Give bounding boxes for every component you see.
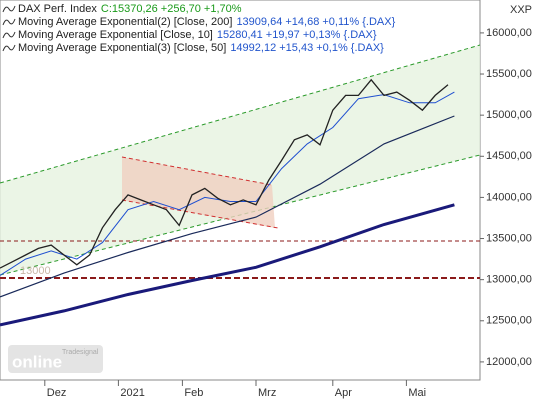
axis-unit: XXP [510,4,532,16]
legend-entry: Moving Average Exponential(3) [Close, 50… [18,42,384,54]
x-tick-label: Mai [408,387,426,399]
y-tick-label: 13000,00 [486,274,532,286]
watermark-brand: Tradesignal [62,349,99,356]
y-tick-label: 16000,00 [486,27,532,39]
trend-channel [0,45,480,275]
x-tick-label: 2021 [120,387,144,399]
series-line [0,203,455,327]
legend-icon [2,5,16,13]
x-tick-label: Apr [335,387,352,399]
triangle-upper [121,156,273,186]
series-line [0,115,455,298]
x-tick-label: Mrz [258,387,276,399]
triangle-area [122,157,275,228]
legend-stats: 14992,12 +15,43 +0,1% {.DAX} [230,42,384,54]
legend-entry: Moving Average Exponential [Close, 10] 15… [18,29,377,41]
legend-icon [2,44,16,52]
y-tick-label: 15000,00 [486,109,532,121]
legend-name: Moving Average Exponential(3) [Close, 50… [18,42,226,54]
legend-entry: Moving Average Exponential(2) [Close, 20… [18,16,396,28]
legend-stats: C:15370,26 +256,70 +1,70% [101,3,242,15]
legend-stats: 15280,41 +19,97 +0,13% {.DAX} [217,29,377,41]
y-tick-label: 12000,00 [486,356,532,368]
y-tick-label: 14500,00 [486,150,532,162]
series-line [0,78,449,269]
watermark-box [8,345,103,373]
watermark-name: online [12,352,62,371]
y-tick-label: 15500,00 [486,68,532,80]
legend-entry: DAX Perf. Index C:15370,26 +256,70 +1,70% [18,3,242,15]
legend-name: Moving Average Exponential [Close, 10] [18,29,213,41]
triangle-lower [121,199,279,229]
annotation: 13000 [20,265,51,277]
legend-name: DAX Perf. Index [18,3,97,15]
legend-name: Moving Average Exponential(2) [Close, 20… [18,16,232,28]
legend: DAX Perf. Index C:15370,26 +256,70 +1,70%… [2,3,396,54]
x-tick-label: Feb [184,387,203,399]
y-tick-label: 13500,00 [486,232,532,244]
y-tick-label: 14000,00 [486,191,532,203]
channel-upper [0,44,481,184]
x-tick-label: Dez [47,387,67,399]
legend-icon [2,31,16,39]
legend-stats: 13909,64 +14,68 +0,11% {.DAX} [236,16,395,28]
legend-icon [2,18,16,26]
y-tick-label: 12500,00 [486,315,532,327]
